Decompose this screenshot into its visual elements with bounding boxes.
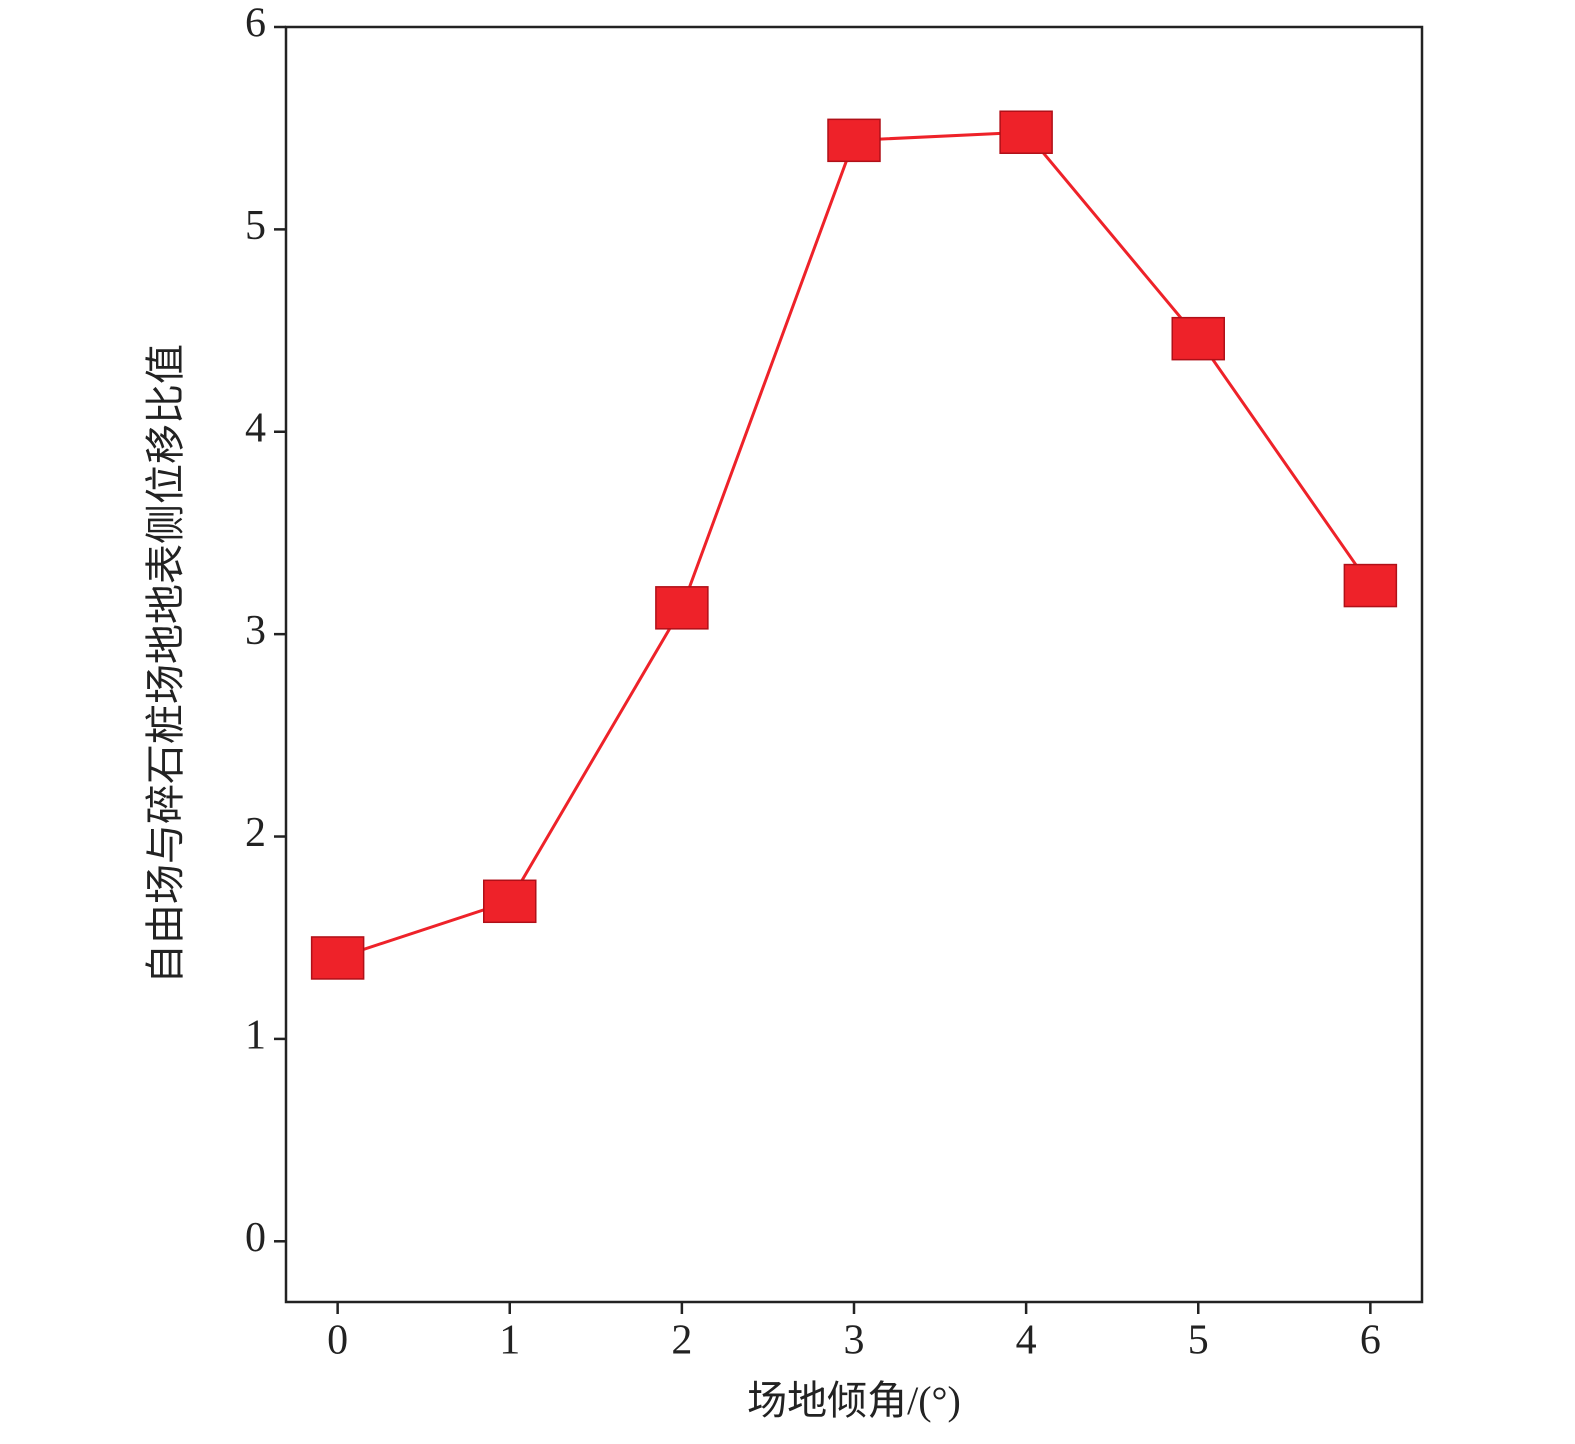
y-tick-label: 1	[245, 1013, 266, 1059]
marker	[310, 936, 365, 980]
x-tick-label: 6	[1360, 1318, 1381, 1364]
marker	[827, 118, 881, 163]
marker	[999, 110, 1053, 154]
x-tick-label: 3	[844, 1318, 865, 1364]
series-line	[337, 130, 1372, 960]
x-tick-label: 1	[499, 1318, 520, 1364]
y-tick-label: 0	[245, 1215, 266, 1261]
marker	[483, 879, 537, 924]
marker	[655, 586, 709, 630]
y-axis-title: 自由场与碎石桩场地地表侧位移比值	[143, 344, 188, 984]
marker	[1171, 316, 1225, 361]
x-axis-title: 场地倾角/(°)	[747, 1378, 961, 1423]
x-tick-label: 0	[327, 1318, 348, 1364]
marker	[1343, 563, 1398, 608]
x-tick-label: 4	[1016, 1318, 1037, 1364]
x-tick-label: 2	[671, 1318, 692, 1364]
y-tick-label: 6	[245, 1, 266, 47]
x-tick-label: 5	[1188, 1318, 1209, 1364]
plot-frame	[284, 25, 1424, 1304]
y-tick-label: 4	[245, 405, 266, 451]
y-tick-label: 2	[245, 810, 266, 856]
y-tick-label: 5	[245, 203, 266, 249]
y-tick-label: 3	[245, 608, 266, 654]
